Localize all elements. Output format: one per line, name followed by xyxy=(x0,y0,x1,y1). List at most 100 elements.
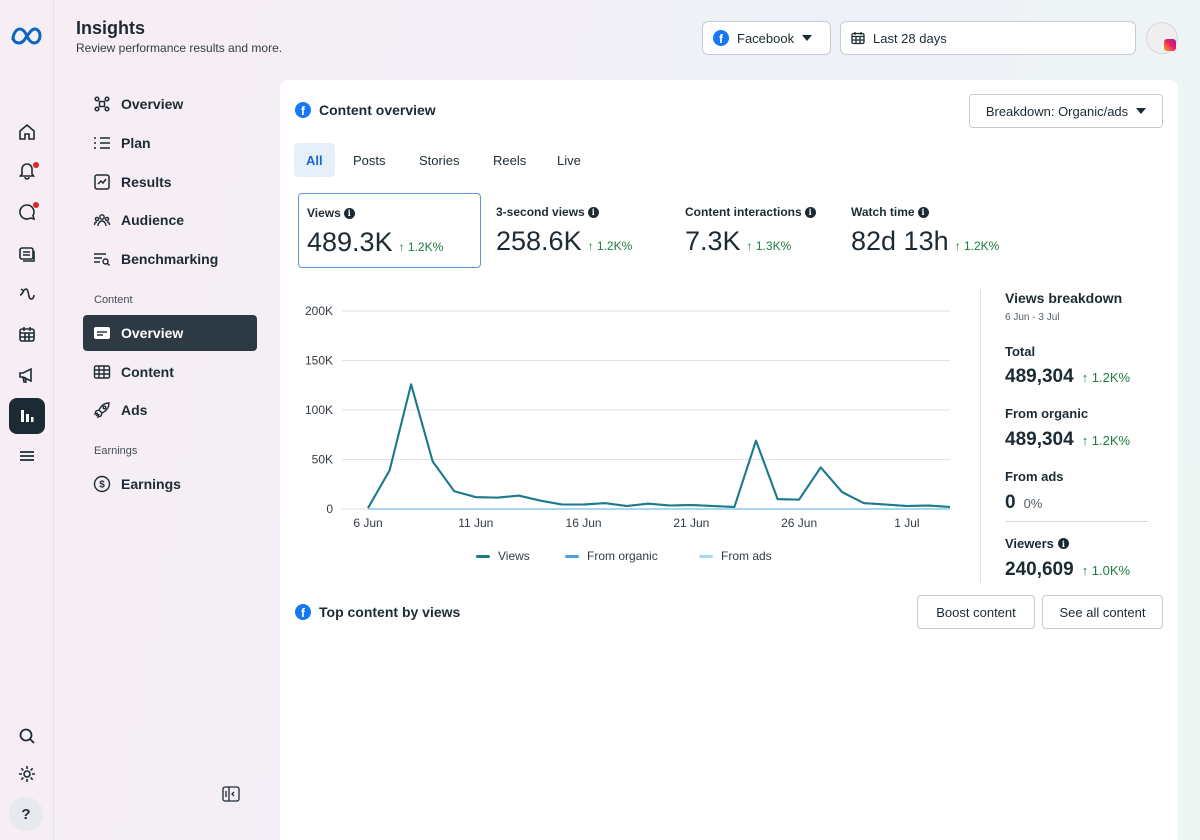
legend-label: From ads xyxy=(721,549,772,563)
metric-change: ↑ 1.2K% xyxy=(587,239,633,253)
nav-label: Content xyxy=(121,364,174,380)
nav-item-earnings[interactable]: $ Earnings xyxy=(83,466,257,502)
nav-item-audience[interactable]: Audience xyxy=(83,202,257,238)
results-icon xyxy=(94,174,110,190)
tab-live[interactable]: Live xyxy=(557,152,581,168)
x-tick-label: 26 Jun xyxy=(781,516,817,530)
legend-label: From organic xyxy=(587,549,658,563)
nav-section-earnings: Earnings xyxy=(94,445,138,457)
info-icon: i xyxy=(1057,538,1069,549)
breakdown-title: Views breakdown xyxy=(1005,290,1123,306)
metric-views[interactable]: Views i 489.3K ↑ 1.2K% xyxy=(298,193,481,268)
metric-value-text: 82d 13h xyxy=(851,226,949,256)
settings-icon[interactable] xyxy=(9,756,45,792)
meta-logo[interactable] xyxy=(9,24,45,48)
dollar-circle-icon: $ xyxy=(93,475,111,493)
metric-label-text: 3-second views xyxy=(496,205,585,219)
breakdown-dropdown[interactable]: Breakdown: Organic/ads xyxy=(969,94,1163,128)
metric-value-text: 258.6K xyxy=(496,226,582,256)
x-tick-label: 21 Jun xyxy=(673,516,709,530)
content-overview-card: f Content overview Breakdown: Organic/ad… xyxy=(280,80,1178,840)
series-line-from-organic xyxy=(367,383,951,509)
y-tick-label: 0 xyxy=(326,502,333,516)
top-content-title: Top content by views xyxy=(319,604,461,620)
viewers-value: 240,609 ↑ 1.0K% xyxy=(1005,559,1130,581)
overview-icon xyxy=(94,96,110,112)
nav-item-overview[interactable]: Overview xyxy=(83,86,257,122)
nav-label: Ads xyxy=(121,402,148,418)
home-icon[interactable] xyxy=(9,114,45,150)
info-icon: i xyxy=(917,206,929,218)
ads-icon[interactable] xyxy=(9,357,45,393)
nav-label: Earnings xyxy=(121,476,181,492)
date-range-picker[interactable]: Last 28 days xyxy=(840,21,1136,55)
nav-item-content[interactable]: Content xyxy=(83,354,257,390)
metric-value: 258.6K ↑ 1.2K% xyxy=(496,226,632,257)
views-line-chart: 0 50K 100K 150K 200K 6 Jun 11 Jun 16 Jun 21 Jun 2… xyxy=(305,304,951,530)
notifications-icon[interactable] xyxy=(9,152,45,188)
page-title: Insights xyxy=(76,18,146,38)
organic-label: From organic xyxy=(1005,406,1089,421)
total-change: ↑ 1.2K% xyxy=(1081,370,1131,385)
total-label: Total xyxy=(1005,344,1036,359)
help-button[interactable]: ? xyxy=(9,797,43,831)
boost-content-button[interactable]: Boost content xyxy=(917,595,1035,629)
audience-icon xyxy=(93,214,111,227)
benchmarking-icon xyxy=(94,253,110,266)
metric-label-text: Views xyxy=(307,206,341,220)
breakdown-date-range: 6 Jun - 3 Jul xyxy=(1005,312,1060,323)
metric-label-text: Content interactions xyxy=(685,205,802,219)
calendar-icon[interactable] xyxy=(9,316,45,352)
ads-change: 0% xyxy=(1023,496,1043,511)
metric-value: 489.3K ↑ 1.2K% xyxy=(307,227,443,258)
metric-change: ↑ 1.2K% xyxy=(398,240,444,254)
insights-icon[interactable] xyxy=(9,398,45,434)
platform-dropdown[interactable]: f Facebook xyxy=(702,21,831,55)
metric-label: Views i xyxy=(307,206,355,220)
search-icon[interactable] xyxy=(9,718,45,754)
nav-item-plan[interactable]: Plan xyxy=(83,125,257,161)
account-avatar[interactable] xyxy=(1146,22,1178,54)
notification-dot xyxy=(33,162,39,168)
tab-posts[interactable]: Posts xyxy=(353,152,386,168)
tab-reels[interactable]: Reels xyxy=(493,152,527,168)
page-subtitle: Review performance results and more. xyxy=(76,41,283,55)
metric-change: ↑ 1.3K% xyxy=(746,239,792,253)
nav-label: Benchmarking xyxy=(121,251,219,267)
nav-item-benchmarking[interactable]: Benchmarking xyxy=(83,241,257,277)
metric-3-second-views[interactable]: 3-second views i 258.6K ↑ 1.2K% xyxy=(488,193,668,268)
posts-icon[interactable] xyxy=(9,236,45,272)
metric-label-text: Watch time xyxy=(851,205,915,219)
ads-number: 0 xyxy=(1005,492,1016,513)
see-all-content-button[interactable]: See all content xyxy=(1042,595,1163,629)
x-tick-label: 11 Jun xyxy=(458,516,493,530)
legend-swatch xyxy=(565,554,579,558)
breakdown-divider xyxy=(1005,521,1148,522)
messages-icon[interactable] xyxy=(9,194,45,230)
x-tick-label: 1 Jul xyxy=(894,516,919,530)
tab-all[interactable]: All xyxy=(294,143,335,177)
collapse-sidebar-icon[interactable] xyxy=(222,786,240,802)
nav-label: Plan xyxy=(121,135,151,151)
nav-label: Overview xyxy=(121,96,184,112)
metric-watch-time[interactable]: Watch time i 82d 13h ↑ 1.2K% xyxy=(843,193,1033,268)
nav-item-results[interactable]: Results xyxy=(83,164,257,200)
metric-content-interactions[interactable]: Content interactions i 7.3K ↑ 1.3K% xyxy=(677,193,837,268)
breakdown-label: Breakdown: Organic/ads xyxy=(985,103,1129,119)
nav-section-content: Content xyxy=(94,294,133,306)
viewers-label: Viewers i xyxy=(1005,536,1069,551)
ads-label: From ads xyxy=(1005,469,1064,484)
plan-icon xyxy=(94,137,110,149)
tab-stories[interactable]: Stories xyxy=(419,152,460,168)
y-tick-label: 200K xyxy=(305,304,333,318)
platform-label: Facebook xyxy=(737,30,795,46)
activity-icon[interactable] xyxy=(9,276,45,312)
nav-item-ads[interactable]: Ads xyxy=(83,392,257,428)
series-line-views xyxy=(367,383,951,509)
facebook-icon: f xyxy=(713,30,729,46)
total-value: 489,304 ↑ 1.2K% xyxy=(1005,366,1130,388)
date-range-label: Last 28 days xyxy=(873,30,947,46)
menu-icon[interactable] xyxy=(9,438,45,474)
metric-label: Content interactions i xyxy=(685,205,816,219)
nav-item-content-overview[interactable]: Overview xyxy=(83,315,257,351)
